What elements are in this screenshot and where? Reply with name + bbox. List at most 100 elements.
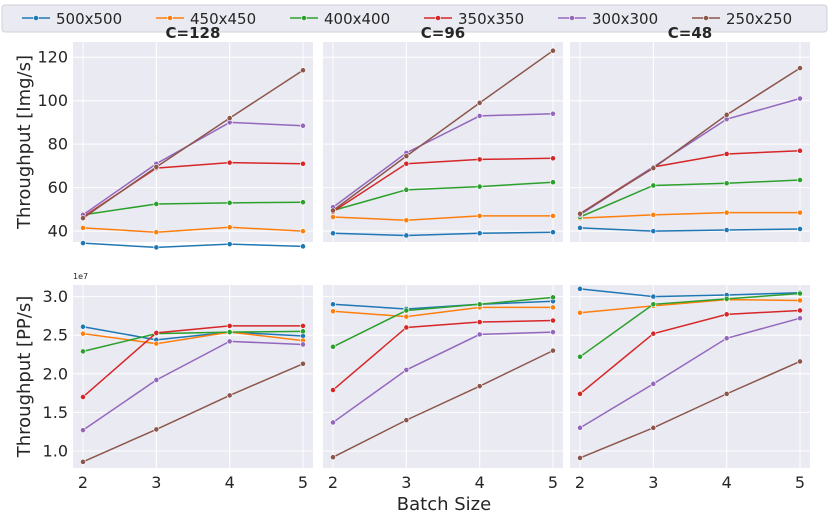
data-point <box>330 419 336 426</box>
data-point <box>80 330 86 337</box>
data-point <box>550 229 556 236</box>
data-point <box>330 308 336 315</box>
x-axis-label: Batch Size <box>397 494 491 515</box>
series-250x250 <box>577 358 803 461</box>
data-point <box>797 226 803 232</box>
data-point <box>797 358 803 365</box>
data-point <box>300 199 306 206</box>
subplot: 2 3 4 5 <box>323 285 563 492</box>
series-line <box>82 242 304 249</box>
data-point <box>330 214 336 220</box>
series-line <box>332 331 554 424</box>
data-point <box>476 319 483 325</box>
data-point <box>330 230 336 237</box>
data-point <box>153 329 160 336</box>
data-point <box>403 232 410 239</box>
series-line <box>82 331 304 345</box>
data-point <box>153 164 160 170</box>
series-line <box>332 215 553 222</box>
data-point <box>226 323 233 329</box>
series-line <box>579 227 801 232</box>
data-point <box>797 297 803 304</box>
series-300x300 <box>80 338 306 434</box>
data-point <box>80 215 86 221</box>
series-250x250 <box>80 67 306 221</box>
data-point <box>797 209 803 216</box>
data-point <box>577 455 583 461</box>
data-point <box>723 151 730 157</box>
x-tick-label: 4 <box>722 473 732 492</box>
legend-marker <box>435 15 441 21</box>
data-point <box>723 227 730 233</box>
data-point <box>80 458 86 465</box>
data-point <box>330 343 336 350</box>
x-tick-label: 5 <box>795 473 805 492</box>
data-point <box>577 353 583 360</box>
data-point <box>577 285 583 292</box>
series-500x500 <box>577 224 803 235</box>
series-300x300 <box>577 315 803 431</box>
data-point <box>577 424 583 431</box>
data-point <box>550 304 556 311</box>
data-point <box>153 426 160 433</box>
series-line <box>82 325 304 341</box>
data-point <box>300 228 306 235</box>
data-point <box>476 331 483 338</box>
x-tick-label: 3 <box>401 473 411 492</box>
data-point <box>797 290 803 297</box>
legend-frame <box>1 4 828 33</box>
y-tick-label: 1.5 <box>43 403 68 422</box>
subplot-title: C=128 <box>166 24 221 42</box>
data-point <box>650 182 657 189</box>
data-point <box>550 329 556 336</box>
x-tick-label: 3 <box>648 473 658 492</box>
series-300x300 <box>330 329 556 426</box>
data-point <box>153 340 160 347</box>
subplot: C=96 <box>323 24 563 242</box>
series-line <box>332 112 554 208</box>
data-point <box>650 424 657 431</box>
data-point <box>226 338 233 345</box>
data-point <box>650 301 657 308</box>
data-point <box>650 211 657 218</box>
data-point <box>577 210 583 217</box>
data-point <box>153 377 160 383</box>
series-350x350 <box>330 317 556 393</box>
data-point <box>330 207 336 214</box>
data-point <box>226 224 233 231</box>
legend-label: 450x450 <box>190 10 256 28</box>
data-point <box>476 301 483 308</box>
series-400x400 <box>330 294 556 350</box>
data-point <box>577 224 583 231</box>
data-point <box>226 199 233 206</box>
series-line <box>579 292 801 358</box>
series-line <box>82 330 304 353</box>
series-500x500 <box>330 229 556 239</box>
data-point <box>300 328 306 335</box>
series-line <box>82 69 304 219</box>
plot-area <box>570 285 810 468</box>
series-line <box>332 319 554 391</box>
legend-marker <box>703 15 709 21</box>
data-point <box>80 323 86 330</box>
legend-entry: 500x500 <box>22 10 122 28</box>
data-point <box>723 111 730 118</box>
series-line <box>82 363 304 463</box>
series-350x350 <box>80 323 306 400</box>
series-250x250 <box>80 360 306 465</box>
legend-label: 250x250 <box>726 10 792 28</box>
series-line <box>332 50 554 212</box>
data-point <box>403 217 410 224</box>
legend-label: 500x500 <box>56 10 122 28</box>
data-point <box>330 301 336 308</box>
data-point <box>300 341 306 348</box>
series-500x500 <box>577 285 803 300</box>
data-point <box>226 329 233 336</box>
series-line <box>82 226 304 233</box>
data-point <box>403 160 410 167</box>
x-tick-label: 2 <box>575 473 585 492</box>
data-point <box>723 390 730 397</box>
panels: Throughput [Img/s] C=128 40 60 80 100 120 C=96 C… <box>14 24 810 492</box>
data-point <box>476 230 483 237</box>
series-line <box>579 179 801 218</box>
